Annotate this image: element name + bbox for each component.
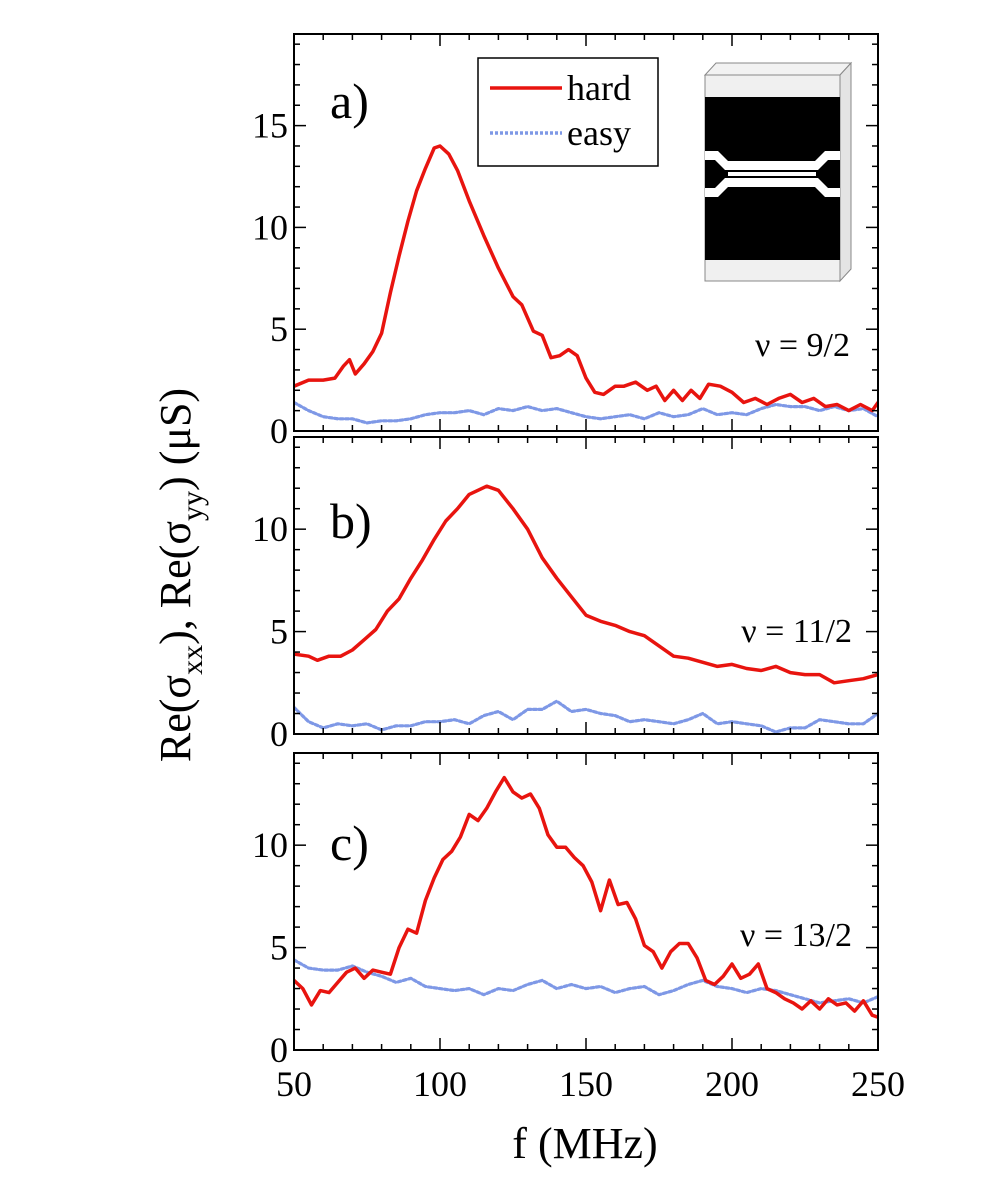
y-tick-label-0-a: 0 <box>270 411 288 451</box>
sample-inset <box>703 61 853 283</box>
y-tick-labels-b: 0 5 10 <box>252 509 288 754</box>
series-easy-line-c <box>294 958 878 1005</box>
inset-slot-bottom <box>705 178 840 197</box>
y-tick-label-10-a: 10 <box>252 207 288 247</box>
series-hard-line-c <box>294 775 878 1019</box>
x-tick-label-150: 150 <box>559 1064 613 1104</box>
x-tick-label-250: 250 <box>851 1064 905 1104</box>
x-tick-label-50: 50 <box>276 1064 312 1104</box>
x-tick-labels: 50 100 150 200 250 <box>276 1064 905 1104</box>
series-hard-line-a <box>294 144 878 413</box>
inset-slot-top <box>705 151 840 170</box>
plot-frame-c <box>293 752 879 1051</box>
inset-center-strip <box>728 172 816 176</box>
panel-label-c: c) <box>330 815 369 871</box>
legend: hard easy <box>477 57 659 167</box>
panel-c: 0 5 10 50 100 150 200 250 c) ν = 13/2 <box>252 752 905 1104</box>
y-tick-label-5-b: 5 <box>270 612 288 652</box>
series-layer-b <box>294 484 878 734</box>
series-hard-line-b <box>294 484 878 685</box>
y-axis-title-sub-yy: yy <box>176 491 209 521</box>
filling-factor-label-a: ν = 9/2 <box>755 327 850 364</box>
filling-factor-label-b: ν = 11/2 <box>741 613 852 650</box>
series-layer-a <box>294 144 878 425</box>
x-tick-label-200: 200 <box>705 1064 759 1104</box>
y-tick-label-10-c: 10 <box>252 825 288 865</box>
inset-side-face <box>839 61 852 283</box>
x-tick-label-100: 100 <box>413 1064 467 1104</box>
y-axis-title-sub-xx: xx <box>176 645 209 675</box>
y-tick-label-10-b: 10 <box>252 509 288 549</box>
y-tick-labels-a: 0 5 10 15 <box>252 106 288 451</box>
y-tick-labels-c: 0 5 10 <box>252 825 288 1070</box>
panel-b: 0 5 10 b) ν = 11/2 <box>252 436 879 754</box>
y-axis-title: Re(σxx), Re(σyy) (μS) <box>151 388 209 762</box>
y-tick-label-0-b: 0 <box>270 714 288 754</box>
y-tick-label-0-c: 0 <box>270 1030 288 1070</box>
series-easy-line-b <box>294 699 878 734</box>
plot-frame-b <box>293 436 879 735</box>
panel-label-a: a) <box>330 73 369 129</box>
y-tick-label-5-c: 5 <box>270 928 288 968</box>
y-axis-title-part2: ), Re(σ <box>151 521 200 645</box>
y-axis-title-part3: ) (μS) <box>151 388 200 491</box>
panel-a: 0 5 10 15 a) ν = 9/2 hard easy <box>252 33 879 451</box>
x-axis-title: f (MHz) <box>512 1119 657 1168</box>
inset-top-face <box>703 62 853 76</box>
y-tick-label-15-a: 15 <box>252 106 288 146</box>
filling-factor-label-c: ν = 13/2 <box>740 917 852 954</box>
ticks-b <box>293 437 879 735</box>
legend-label-hard: hard <box>567 68 631 108</box>
ticks-c <box>293 753 879 1051</box>
y-axis-title-part1: Re(σ <box>151 675 200 763</box>
series-layer-c <box>294 775 878 1019</box>
y-tick-label-5-a: 5 <box>270 309 288 349</box>
panel-label-b: b) <box>330 493 372 549</box>
series-easy-line-a <box>294 400 878 425</box>
legend-box <box>477 57 659 167</box>
legend-label-easy: easy <box>567 113 631 153</box>
ticks-a <box>293 34 879 432</box>
